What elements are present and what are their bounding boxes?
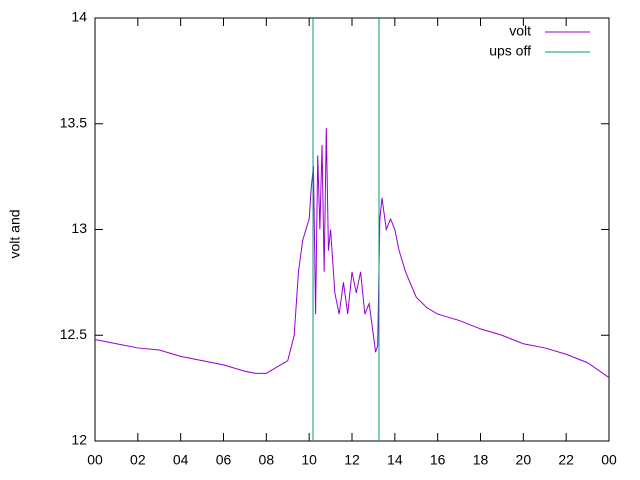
x-tick-label: 12 [344,452,360,468]
x-tick-label: 00 [601,452,617,468]
x-tick-label: 16 [430,452,446,468]
x-tick-label: 22 [558,452,574,468]
y-tick-label: 13.5 [60,114,87,130]
x-tick-label: 02 [130,452,146,468]
x-tick-label: 06 [216,452,232,468]
y-tick-label: 13 [71,220,87,236]
x-tick-label: 10 [301,452,317,468]
legend-label: volt [509,23,531,39]
x-tick-label: 08 [259,452,275,468]
legend-label: ups off [489,43,531,59]
y-axis-label: volt and [7,209,23,258]
y-tick-label: 12 [71,432,87,448]
y-tick-label: 14 [71,9,87,25]
x-tick-label: 00 [87,452,103,468]
volt-line [94,127,610,378]
y-tick-label: 12.5 [60,326,87,342]
plot-frame [94,17,610,442]
x-tick-label: 18 [473,452,489,468]
x-tick-label: 20 [516,452,532,468]
x-tick-label: 04 [173,452,189,468]
x-tick-label: 14 [387,452,403,468]
